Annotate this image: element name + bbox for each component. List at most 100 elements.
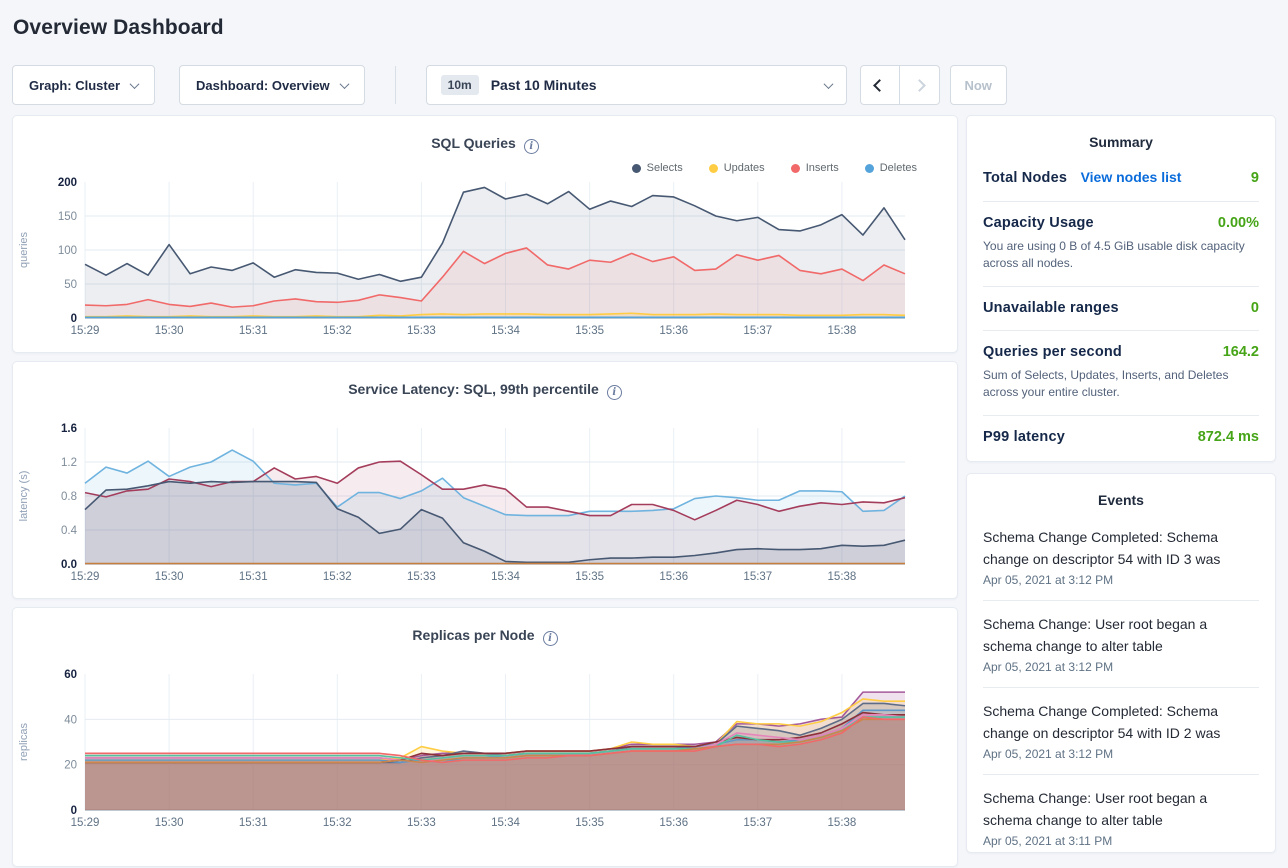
capacity-usage-desc: You are using 0 B of 4.5 GiB usable disk… bbox=[983, 239, 1245, 270]
svg-text:15:35: 15:35 bbox=[575, 571, 604, 583]
legend-item-deletes[interactable]: Deletes bbox=[864, 162, 917, 174]
chevron-right-icon bbox=[912, 78, 926, 92]
event-timestamp: Apr 05, 2021 at 3:12 PM bbox=[983, 573, 1114, 587]
time-range-label: Past 10 Minutes bbox=[490, 77, 597, 93]
main-content: SQL Queries i Selects Updates Inserts Delete… bbox=[12, 115, 1276, 867]
summary-row-p99-latency: P99 latency 872.4 ms bbox=[983, 416, 1259, 459]
svg-text:15:37: 15:37 bbox=[743, 817, 772, 829]
svg-text:15:35: 15:35 bbox=[575, 817, 604, 829]
replicas-per-node-chart: 15:29 15:30 15:31 15:32 15:33 15:34 15:35 15:36… bbox=[18, 669, 906, 829]
svg-text:15:34: 15:34 bbox=[491, 571, 520, 583]
legend-item-inserts[interactable]: Inserts bbox=[790, 162, 839, 174]
summary-row-total-nodes: Total Nodes View nodes list 9 bbox=[983, 156, 1259, 202]
sql-queries-legend: Selects Updates Inserts Deletes bbox=[631, 162, 917, 174]
svg-text:200: 200 bbox=[58, 177, 77, 189]
svg-text:0.8: 0.8 bbox=[61, 491, 77, 503]
info-icon[interactable]: i bbox=[542, 631, 558, 647]
sql-queries-chart-title: SQL Queries bbox=[431, 135, 516, 151]
chevron-down-icon bbox=[339, 78, 350, 89]
svg-text:15:34: 15:34 bbox=[491, 325, 520, 337]
svg-text:150: 150 bbox=[58, 211, 77, 223]
total-nodes-label: Total Nodes bbox=[983, 170, 1068, 186]
svg-text:0: 0 bbox=[71, 805, 77, 817]
svg-text:15:34: 15:34 bbox=[491, 817, 520, 829]
toolbar-divider bbox=[394, 66, 396, 104]
svg-text:15:33: 15:33 bbox=[407, 817, 436, 829]
sql-queries-chart: 15:29 15:30 15:31 15:32 15:33 15:34 15:35 15:36… bbox=[18, 177, 906, 337]
page-title: Overview Dashboard bbox=[13, 16, 224, 39]
event-timestamp: Apr 05, 2021 at 3:12 PM bbox=[983, 660, 1114, 674]
svg-text:15:36: 15:36 bbox=[659, 325, 688, 337]
svg-text:15:29: 15:29 bbox=[71, 571, 100, 583]
svg-text:60: 60 bbox=[64, 669, 77, 681]
chevron-left-icon bbox=[873, 78, 887, 92]
time-forward-button[interactable] bbox=[899, 65, 940, 105]
toolbar: Graph: Cluster Dashboard: Overview 10m P… bbox=[12, 65, 1288, 105]
svg-text:15:33: 15:33 bbox=[407, 571, 436, 583]
chevron-down-icon bbox=[129, 78, 140, 89]
svg-text:15:33: 15:33 bbox=[407, 325, 436, 337]
unavailable-ranges-value: 0 bbox=[1250, 300, 1259, 316]
svg-text:15:36: 15:36 bbox=[659, 817, 688, 829]
event-timestamp: Apr 05, 2021 at 3:12 PM bbox=[983, 747, 1114, 761]
time-back-button[interactable] bbox=[859, 65, 900, 105]
svg-text:15:37: 15:37 bbox=[743, 571, 772, 583]
dashboard-dropdown-label: Dashboard: Overview bbox=[196, 77, 330, 93]
svg-text:15:35: 15:35 bbox=[575, 325, 604, 337]
summary-row-capacity-usage: Capacity Usage 0.00% You are using 0 B o… bbox=[983, 202, 1259, 287]
svg-text:15:32: 15:32 bbox=[323, 325, 352, 337]
service-latency-chart: 15:29 15:30 15:31 15:32 15:33 15:34 15:35 15:36… bbox=[18, 423, 906, 583]
svg-text:15:38: 15:38 bbox=[828, 571, 857, 583]
summary-panel: Summary Total Nodes View nodes list 9 Ca… bbox=[966, 115, 1276, 462]
summary-row-unavailable-ranges: Unavailable ranges 0 bbox=[983, 287, 1259, 331]
legend-dot-icon bbox=[708, 163, 718, 173]
event-message: Schema Change: User root began a schema … bbox=[983, 790, 1208, 828]
p99-latency-label: P99 latency bbox=[983, 429, 1065, 445]
svg-text:15:31: 15:31 bbox=[239, 817, 268, 829]
event-message: Schema Change Completed: Schema change o… bbox=[983, 529, 1221, 567]
total-nodes-value: 9 bbox=[1250, 170, 1259, 186]
qps-value: 164.2 bbox=[1222, 344, 1259, 360]
info-icon[interactable]: i bbox=[523, 139, 539, 155]
view-nodes-list-link[interactable]: View nodes list bbox=[1080, 169, 1182, 185]
event-item: Schema Change: User root began a schema … bbox=[983, 601, 1259, 688]
side-column: Summary Total Nodes View nodes list 9 Ca… bbox=[966, 115, 1276, 867]
svg-text:1.2: 1.2 bbox=[61, 457, 77, 469]
svg-text:15:32: 15:32 bbox=[323, 817, 352, 829]
charts-column: SQL Queries i Selects Updates Inserts Delete… bbox=[12, 115, 958, 867]
svg-text:15:38: 15:38 bbox=[828, 325, 857, 337]
svg-text:0.4: 0.4 bbox=[61, 525, 78, 537]
graph-dropdown[interactable]: Graph: Cluster bbox=[12, 65, 156, 105]
svg-text:latency (s): latency (s) bbox=[18, 471, 30, 522]
svg-text:50: 50 bbox=[64, 279, 77, 291]
svg-text:15:36: 15:36 bbox=[659, 571, 688, 583]
svg-text:15:31: 15:31 bbox=[239, 325, 268, 337]
svg-text:20: 20 bbox=[64, 760, 77, 772]
event-message: Schema Change Completed: Schema change o… bbox=[983, 703, 1221, 741]
svg-text:15:37: 15:37 bbox=[743, 325, 772, 337]
unavailable-ranges-label: Unavailable ranges bbox=[983, 300, 1119, 316]
capacity-usage-label: Capacity Usage bbox=[983, 215, 1094, 231]
legend-dot-icon bbox=[864, 163, 874, 173]
capacity-usage-value: 0.00% bbox=[1217, 215, 1259, 231]
now-button[interactable]: Now bbox=[949, 65, 1007, 105]
summary-row-qps: Queries per second 164.2 Sum of Selects,… bbox=[983, 331, 1259, 416]
time-range-picker[interactable]: 10m Past 10 Minutes bbox=[425, 65, 847, 105]
event-timestamp: Apr 05, 2021 at 3:11 PM bbox=[983, 834, 1113, 848]
legend-item-selects[interactable]: Selects bbox=[631, 162, 683, 174]
legend-item-updates[interactable]: Updates bbox=[708, 162, 765, 174]
svg-text:15:30: 15:30 bbox=[155, 325, 184, 337]
events-panel: Events Schema Change Completed: Schema c… bbox=[966, 473, 1276, 853]
svg-text:15:32: 15:32 bbox=[323, 571, 352, 583]
svg-text:40: 40 bbox=[64, 714, 77, 726]
info-icon[interactable]: i bbox=[606, 385, 622, 401]
event-message: Schema Change: User root began a schema … bbox=[983, 616, 1208, 654]
svg-text:15:38: 15:38 bbox=[828, 817, 857, 829]
service-latency-chart-title: Service Latency: SQL, 99th percentile bbox=[348, 381, 599, 397]
svg-text:15:30: 15:30 bbox=[155, 817, 184, 829]
qps-desc: Sum of Selects, Updates, Inserts, and De… bbox=[983, 368, 1229, 399]
svg-text:100: 100 bbox=[58, 245, 77, 257]
replicas-per-node-chart-card: Replicas per Node i 15:29 15:30 15:31 15:32 1… bbox=[12, 607, 958, 867]
dashboard-dropdown[interactable]: Dashboard: Overview bbox=[179, 65, 365, 105]
chevron-down-icon bbox=[823, 78, 834, 89]
